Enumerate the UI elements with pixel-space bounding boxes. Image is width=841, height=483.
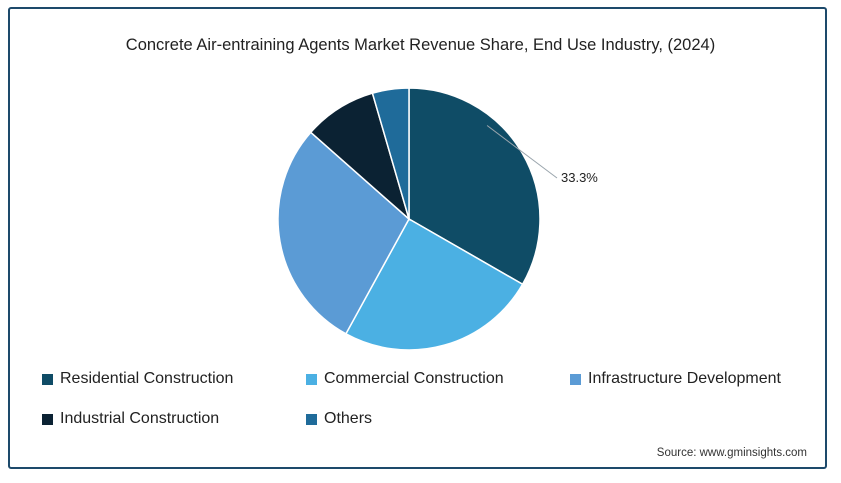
- callout-line: [486, 125, 558, 179]
- legend-swatch: [306, 373, 317, 385]
- legend-label: Others: [324, 410, 373, 427]
- legend-swatch: [42, 373, 53, 385]
- legend-label: Industrial Construction: [60, 410, 220, 427]
- legend-swatch: [570, 373, 581, 385]
- legend-swatch: [306, 413, 317, 425]
- legend-item-others: Others: [306, 410, 372, 428]
- legend-item-infrastructure-development: Infrastructure Development: [570, 370, 781, 388]
- chart-title: Concrete Air-entraining Agents Market Re…: [125, 36, 716, 54]
- source-note: Source: www.gminsights.com: [656, 447, 807, 459]
- slice-data-label: 33.3%: [561, 170, 598, 185]
- legend-item-residential-construction: Residential Construction: [42, 370, 233, 388]
- pie-slice-commercial-construction: [344, 217, 524, 351]
- legend-label: Commercial Construction: [324, 370, 504, 387]
- legend-label: Residential Construction: [60, 370, 234, 387]
- legend-swatch: [42, 413, 53, 425]
- pie-slice-infrastructure-development: [277, 131, 410, 335]
- legend-label: Infrastructure Development: [588, 370, 781, 387]
- legend-item-industrial-construction: Industrial Construction: [42, 410, 219, 428]
- pie-slice-residential-construction: [408, 87, 541, 286]
- legend-item-commercial-construction: Commercial Construction: [306, 370, 504, 388]
- pie-slice-others: [371, 87, 410, 220]
